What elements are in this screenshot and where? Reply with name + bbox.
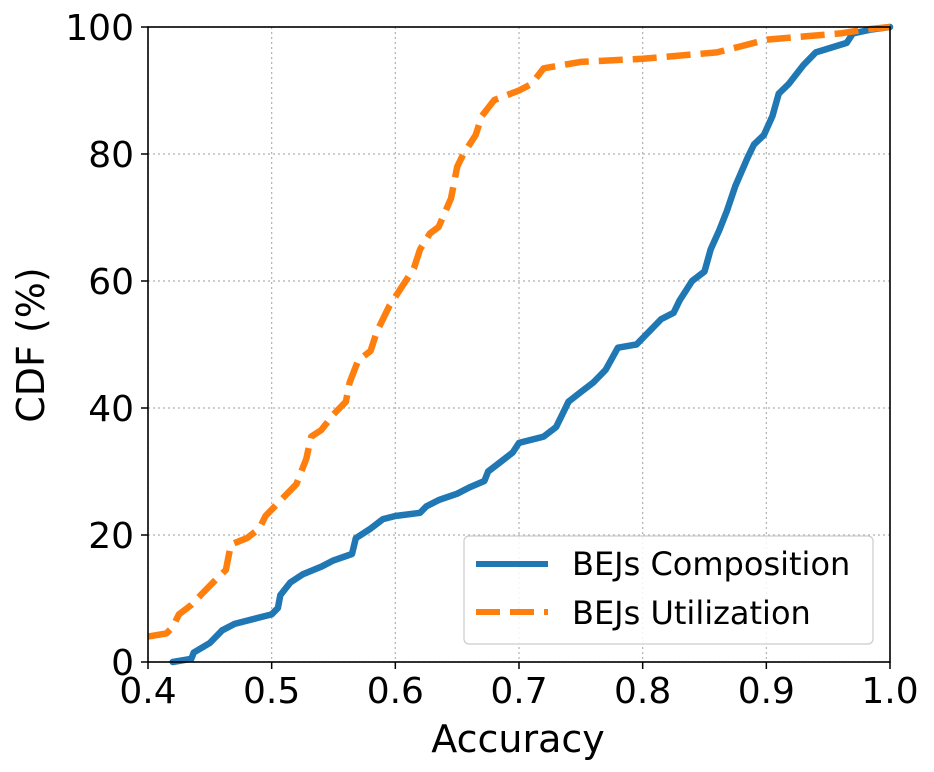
series-line-bejs-utilization (147, 23, 891, 640)
y-tick-label: 20 (88, 516, 134, 557)
x-tick-label: 0.7 (490, 671, 547, 712)
legend: BEJs Composition BEJs Utilization (463, 535, 874, 645)
ticks: 0.4 0.5 0.6 0.7 0.8 0.9 1.0 0 20 40 60 80 100 (65, 8, 918, 712)
y-tick-label: 40 (88, 389, 134, 430)
y-tick-label: 60 (88, 262, 134, 303)
legend-label-utilization: BEJs Utilization (572, 594, 811, 632)
x-tick-label: 0.9 (738, 671, 795, 712)
x-tick-label: 0.4 (119, 671, 176, 712)
series-line-bejs-composition (169, 23, 894, 666)
x-tick-label: 0.6 (367, 671, 424, 712)
x-tick-label: 1.0 (861, 671, 918, 712)
y-tick-label: 100 (65, 8, 134, 49)
y-tick-label: 0 (111, 643, 134, 684)
legend-label-composition: BEJs Composition (572, 545, 850, 583)
series-layer (147, 23, 894, 666)
y-tick-label: 80 (88, 135, 134, 176)
x-axis-label: Accuracy (431, 717, 605, 761)
x-tick-label: 0.8 (614, 671, 671, 712)
legend-box (463, 535, 874, 645)
y-axis-label: CDF (%) (9, 267, 53, 423)
x-tick-label: 0.5 (243, 671, 300, 712)
